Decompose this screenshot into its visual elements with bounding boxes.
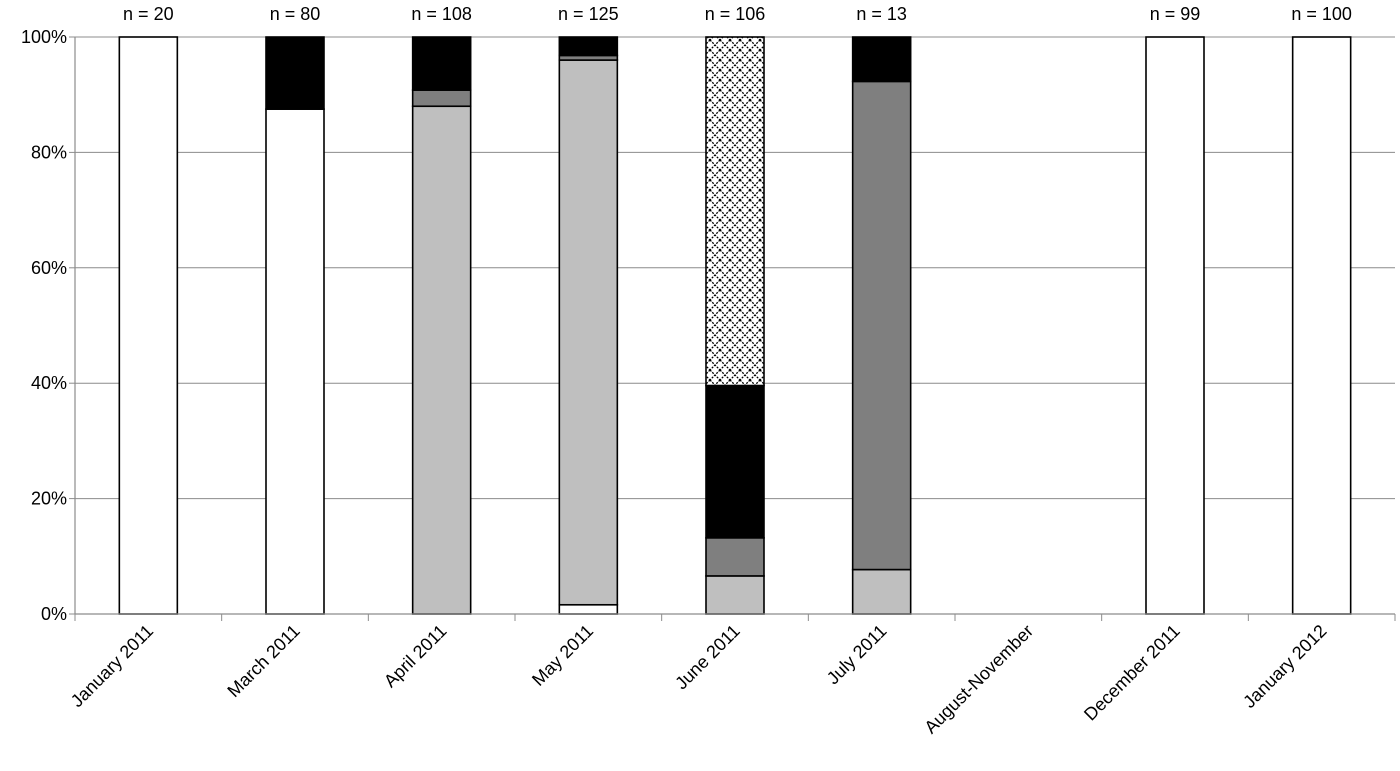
y-tick-labels: 0% 20% 40% 60% 80% 100% xyxy=(21,27,67,624)
sample-size-label: n = 80 xyxy=(270,4,321,24)
sample-size-label: n = 125 xyxy=(558,4,619,24)
bars xyxy=(118,36,1352,615)
bar-segment xyxy=(558,36,619,57)
y-tick-label: 20% xyxy=(31,489,67,509)
y-tick-label: 40% xyxy=(31,373,67,393)
sample-size-label: n = 106 xyxy=(705,4,766,24)
sample-size-label: n = 108 xyxy=(411,4,472,24)
x-tick-label: January 2012 xyxy=(1239,621,1330,712)
bar-segment xyxy=(411,36,472,91)
bar-segment xyxy=(851,568,912,615)
bar-segment xyxy=(851,80,912,571)
axes xyxy=(69,36,1396,621)
sample-size-label: n = 99 xyxy=(1150,4,1201,24)
y-tick-label: 80% xyxy=(31,142,67,162)
bar-segment xyxy=(1145,36,1205,615)
bar-segment xyxy=(851,36,912,83)
x-tick-label: April 2011 xyxy=(380,621,451,692)
bar-segment xyxy=(265,36,325,110)
sample-size-label: n = 13 xyxy=(856,4,907,24)
sample-size-label: n = 100 xyxy=(1291,4,1352,24)
x-tick-label: January 2011 xyxy=(67,621,157,711)
x-tick-label: June 2011 xyxy=(671,621,744,694)
x-tick-label: December 2011 xyxy=(1080,621,1184,725)
x-tick-label: May 2011 xyxy=(528,621,597,690)
bar-segment xyxy=(705,384,765,539)
x-tick-labels: January 2011 March 2011 April 2011 May 2011… xyxy=(67,621,1331,738)
x-tick-label: August-November xyxy=(920,621,1037,738)
bar-segment xyxy=(411,89,472,108)
y-tick-label: 0% xyxy=(41,604,67,624)
sample-size-label: n = 20 xyxy=(123,4,174,24)
bar-segment xyxy=(265,108,325,615)
x-tick-label: March 2011 xyxy=(223,621,303,701)
bar-segment xyxy=(411,105,472,615)
bar-segment xyxy=(118,36,179,615)
bar-segment xyxy=(705,537,765,577)
y-tick-label: 100% xyxy=(21,27,67,47)
bar-segment xyxy=(1291,36,1352,615)
sample-size-labels: n = 20 n = 80 n = 108 n = 125 n = 106 n = 13 n… xyxy=(123,4,1352,24)
bar-segment xyxy=(558,603,619,615)
x-tick-label: July 2011 xyxy=(823,621,891,689)
bar-segment xyxy=(705,36,765,387)
bar-segment xyxy=(558,59,619,606)
bar-segment xyxy=(705,575,765,615)
y-tick-label: 60% xyxy=(31,258,67,278)
